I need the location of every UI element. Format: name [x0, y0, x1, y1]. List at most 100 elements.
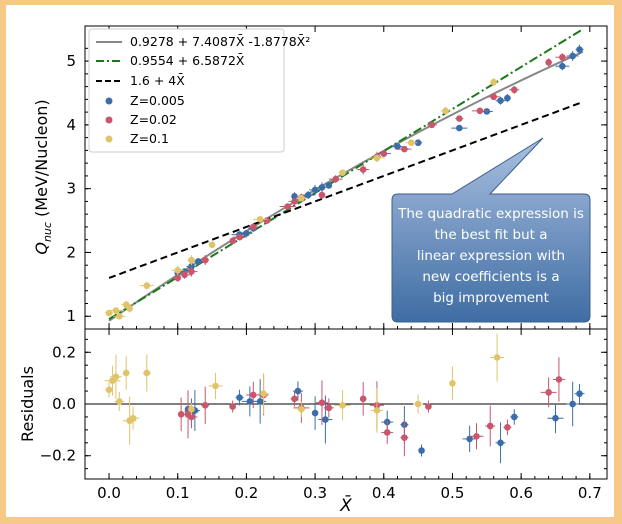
residual-point-1-18	[504, 423, 511, 431]
residual-panel: −0.2 0.0 0.2 0.0 0.1 0.2 0.3 0.4 0.5 0.6 0.7 Resid…	[18, 328, 608, 516]
fit-point-1-6	[249, 223, 257, 231]
fit-point-0-18	[504, 94, 511, 102]
fit-point-0-7	[291, 193, 298, 200]
callout-line-0: The quadratic expression is	[397, 206, 584, 222]
residual-y-axis-label: Residuals	[18, 366, 37, 442]
annotation-callout: The quadratic expression is the best fit …	[391, 137, 591, 323]
residual-point-2-12	[339, 401, 346, 409]
fit-point-2-5	[143, 282, 151, 289]
fit-point-2-1	[112, 307, 120, 314]
residual-ytick-label-0: −0.2	[40, 447, 76, 465]
residual-point-0-6	[294, 387, 302, 395]
fit-point-1-15	[380, 150, 388, 157]
residual-point-1-15	[425, 403, 432, 410]
residual-point-0-16	[569, 400, 576, 408]
fit-point-2-11	[339, 169, 346, 177]
fit-point-1-13	[359, 166, 367, 173]
fit-point-0-21	[576, 46, 583, 53]
residual-point-0-15	[552, 414, 559, 422]
callout-shape	[391, 137, 591, 323]
residual-point-1-14	[401, 434, 408, 441]
residual-point-0-14	[510, 413, 518, 421]
legend-marker-z0005	[105, 97, 113, 105]
fit-point-1-3	[201, 256, 209, 264]
fit-point-1-12	[332, 175, 339, 183]
fit-y-label-symbol: Q	[32, 242, 51, 255]
residual-panel-ticks: −0.2 0.0 0.2 0.0 0.1 0.2 0.3 0.4 0.5 0.6 0.7	[40, 329, 607, 502]
residual-point-0-17	[576, 390, 583, 397]
residual-point-2-7	[143, 369, 151, 377]
fit-point-1-23	[559, 53, 566, 61]
fit-point-0-5	[243, 230, 250, 237]
fit-point-2-8	[208, 241, 216, 249]
callout-line-2: linear expression with	[417, 248, 565, 264]
fit-point-0-14	[414, 139, 422, 147]
fit-point-0-8	[304, 191, 312, 199]
fit-point-1-8	[284, 203, 291, 210]
fit-point-1-11	[318, 191, 326, 199]
residual-point-2-6	[129, 414, 137, 422]
fit-point-1-9	[291, 198, 298, 205]
fit-ytick-label-0: 1	[66, 307, 76, 325]
residual-point-2-11	[298, 405, 305, 413]
fit-point-1-2	[188, 268, 195, 275]
fit-point-0-16	[483, 108, 491, 115]
legend-label-reference-line: 1.6 + 4X̄	[130, 73, 185, 88]
residual-point-2-9	[212, 382, 219, 390]
residual-point-0-3	[236, 394, 243, 401]
fit-point-0-17	[497, 97, 504, 104]
x-tick-label-2: 0.2	[234, 484, 258, 502]
fit-ytick-label-4: 5	[66, 52, 76, 70]
residual-point-2-0	[105, 386, 113, 394]
residual-point-1-19	[545, 389, 552, 396]
fit-point-2-10	[298, 194, 305, 202]
fit-point-1-19	[476, 107, 484, 115]
fit-point-1-17	[428, 121, 436, 129]
fit-line-2	[108, 100, 584, 279]
fit-point-2-7	[188, 256, 195, 264]
fit-point-1-16	[401, 145, 408, 153]
fit-point-1-1	[181, 271, 188, 279]
fit-y-label-subscript: nuc	[41, 222, 54, 242]
residual-point-2-10	[260, 390, 267, 397]
fit-point-0-19	[559, 62, 566, 70]
fit-point-2-9	[256, 215, 264, 223]
fit-point-2-4	[126, 305, 133, 312]
fit-point-2-13	[407, 139, 415, 147]
residual-point-1-11	[359, 395, 367, 403]
fit-point-2-12	[373, 154, 381, 162]
fit-y-axis-label: Qnuc (MeV/Nucleon)	[32, 99, 54, 254]
x-tick-label-3: 0.3	[303, 484, 327, 502]
residual-point-2-2	[112, 373, 120, 381]
residual-point-1-3	[201, 401, 209, 409]
fit-point-0-2	[188, 263, 195, 270]
residual-point-0-5	[256, 398, 264, 405]
fit-panel: 1 2 3 4 5 0.9278 + 7.4087X̄ -1.8778X̄² 0.955…	[32, 25, 608, 330]
legend-label-quadratic: 0.9278 + 7.4087X̄ -1.8778X̄²	[130, 34, 310, 49]
fit-point-0-20	[569, 52, 576, 60]
fit-line-1	[108, 28, 584, 320]
residual-point-1-5	[249, 391, 257, 399]
legend-marker-z002	[105, 116, 113, 124]
legend-label-z0005: Z=0.005	[130, 93, 185, 108]
fit-line-0	[108, 50, 584, 322]
residual-point-1-2	[188, 413, 195, 421]
x-tick-label-0: 0.0	[97, 484, 121, 502]
fit-point-1-21	[510, 86, 518, 94]
residual-point-2-16	[493, 354, 501, 361]
fit-y-label-units: (MeV/Nucleon)	[32, 99, 51, 222]
residual-point-0-7	[311, 409, 319, 417]
residual-points	[104, 333, 585, 464]
fit-point-2-14	[442, 107, 449, 115]
fit-point-1-22	[545, 59, 552, 66]
fit-point-2-15	[490, 78, 497, 86]
callout-text: The quadratic expression is the best fit …	[397, 206, 584, 306]
x-tick-label-6: 0.6	[509, 484, 533, 502]
residual-ytick-label-2: 0.2	[52, 343, 76, 361]
fit-point-0-13	[394, 143, 401, 150]
residual-chart: 1 2 3 4 5 0.9278 + 7.4087X̄ -1.8778X̄² 0.955…	[18, 25, 608, 516]
residual-point-1-10	[325, 404, 333, 412]
fit-point-1-18	[456, 115, 463, 122]
fit-point-2-2	[116, 312, 123, 320]
